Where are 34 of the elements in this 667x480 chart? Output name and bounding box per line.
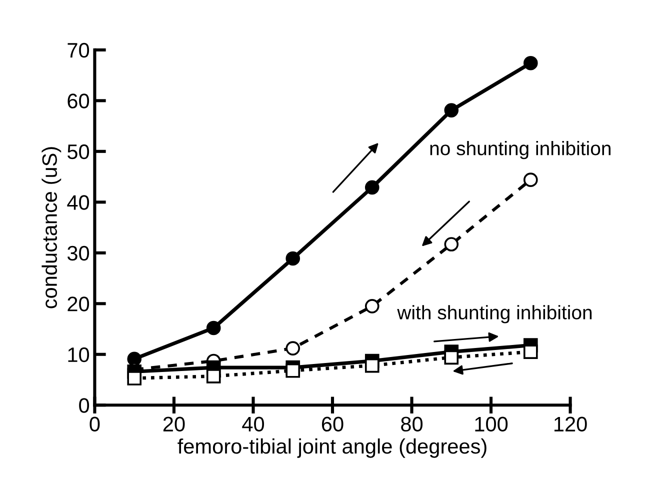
x-tick-label: 40 <box>242 416 264 432</box>
y-tick-label: 60 <box>68 94 90 108</box>
y-tick-label: 20 <box>68 296 90 312</box>
y-tick-label: 10 <box>68 347 90 362</box>
point <box>206 320 221 336</box>
point <box>286 363 300 378</box>
point <box>524 172 538 187</box>
annotation: no shunting inhibition <box>430 141 610 160</box>
point <box>206 369 221 384</box>
point <box>444 103 459 118</box>
point <box>127 371 142 386</box>
point <box>364 299 380 314</box>
x-tick-label: 60 <box>322 416 344 432</box>
annotation: with shunting inhibition <box>397 305 592 324</box>
y-tick-label: 70 <box>68 42 90 58</box>
x-tick-label: 80 <box>401 416 423 432</box>
y-tick-label: 50 <box>68 144 90 160</box>
point <box>286 341 300 356</box>
y-tick-label: 40 <box>67 195 90 210</box>
point <box>524 344 538 359</box>
y-axis-title: conductance (uS) <box>42 147 62 308</box>
x-tick-label: 100 <box>475 416 508 432</box>
point <box>524 56 538 70</box>
point <box>364 180 380 195</box>
x-axis-title: femoro-tibial joint angle (degrees) <box>178 438 486 458</box>
point <box>364 358 380 373</box>
point <box>444 350 459 365</box>
point <box>286 251 300 266</box>
x-tick-label: 20 <box>163 416 185 432</box>
y-tick-label: 0 <box>79 398 90 413</box>
y-tick-label: 30 <box>67 246 90 261</box>
x-tick-label: 0 <box>90 416 100 432</box>
x-tick-label: 120 <box>554 416 587 432</box>
point <box>444 237 459 252</box>
